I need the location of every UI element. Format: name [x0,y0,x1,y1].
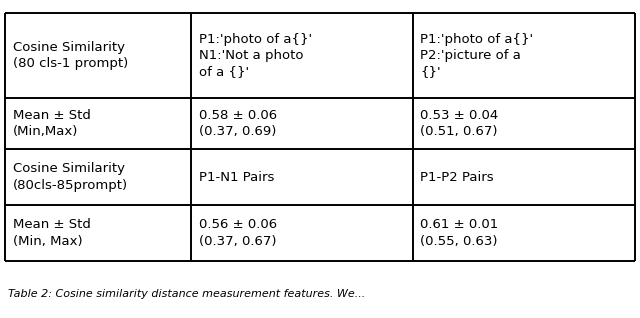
Text: Mean ± Std
(Min,Max): Mean ± Std (Min,Max) [13,109,91,138]
Text: 0.56 ± 0.06
(0.37, 0.67): 0.56 ± 0.06 (0.37, 0.67) [198,218,276,248]
Text: 0.53 ± 0.04
(0.51, 0.67): 0.53 ± 0.04 (0.51, 0.67) [420,109,499,138]
Text: Mean ± Std
(Min, Max): Mean ± Std (Min, Max) [13,218,91,248]
Text: Table 2: Cosine similarity distance measurement features. We...: Table 2: Cosine similarity distance meas… [8,289,365,299]
Text: P1:'photo of a{}'
P2:'picture of a
{}': P1:'photo of a{}' P2:'picture of a {}' [420,32,533,79]
Text: Cosine Similarity
(80 cls-1 prompt): Cosine Similarity (80 cls-1 prompt) [13,41,128,70]
Text: P1:'photo of a{}'
N1:'Not a photo
of a {}': P1:'photo of a{}' N1:'Not a photo of a {… [198,32,312,79]
Text: Cosine Similarity
(80cls-85prompt): Cosine Similarity (80cls-85prompt) [13,162,128,192]
Text: P1-N1 Pairs: P1-N1 Pairs [198,170,274,183]
Text: 0.61 ± 0.01
(0.55, 0.63): 0.61 ± 0.01 (0.55, 0.63) [420,218,499,248]
Text: P1-P2 Pairs: P1-P2 Pairs [420,170,494,183]
Text: 0.58 ± 0.06
(0.37, 0.69): 0.58 ± 0.06 (0.37, 0.69) [198,109,276,138]
